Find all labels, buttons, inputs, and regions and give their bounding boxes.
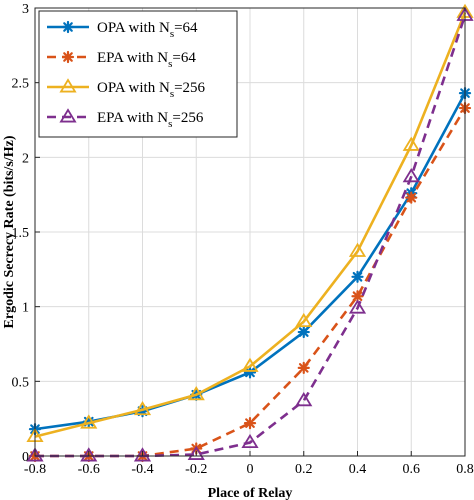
legend-label-subscript: s bbox=[170, 28, 174, 40]
legend-label-tail: =64 bbox=[174, 20, 198, 36]
legend-label-main: EPA with N bbox=[97, 110, 168, 126]
y-tick-label: 2 bbox=[22, 151, 29, 166]
x-tick-label: -0.4 bbox=[131, 462, 153, 477]
y-tick-label: 0.5 bbox=[12, 375, 30, 390]
legend-label: EPA with Ns=64 bbox=[97, 50, 196, 70]
series-3 bbox=[26, 6, 474, 462]
legend-marker bbox=[59, 108, 77, 123]
legend-label-subscript: s bbox=[170, 88, 174, 100]
series-line bbox=[35, 15, 467, 458]
data-point bbox=[405, 191, 418, 204]
legend-label-main: OPA with N bbox=[97, 20, 170, 36]
data-point bbox=[351, 270, 364, 283]
data-point bbox=[243, 417, 257, 430]
y-tick-label: 3 bbox=[22, 2, 29, 17]
y-tick-label: 1 bbox=[22, 301, 29, 316]
legend-entry: OPA with Ns=256 bbox=[47, 78, 206, 100]
data-point bbox=[297, 325, 310, 339]
x-tick-label: 0.2 bbox=[295, 462, 313, 477]
x-tick-label: -0.2 bbox=[185, 462, 207, 477]
x-tick-label: -0.6 bbox=[78, 462, 100, 477]
legend-entry: OPA with Ns=64 bbox=[47, 20, 198, 40]
series-layer bbox=[26, 3, 474, 463]
legend-label-subscript: s bbox=[168, 58, 172, 70]
legend-marker bbox=[61, 20, 75, 34]
legend-entry: EPA with Ns=64 bbox=[47, 50, 196, 70]
data-point bbox=[80, 447, 98, 462]
legend-label-tail: =256 bbox=[174, 80, 205, 96]
data-point bbox=[187, 386, 205, 401]
x-tick-label: 0 bbox=[247, 462, 254, 477]
data-point bbox=[243, 366, 257, 379]
legend-label-main: EPA with N bbox=[97, 50, 168, 66]
data-point bbox=[133, 400, 152, 416]
tick-layer: -0.8 -0.6 -0.4 -0.2 0 0.2 0.4 0.6 0.8 0 0.5 1 1.5 2 2.… bbox=[12, 2, 474, 477]
data-point bbox=[80, 414, 98, 429]
y-axis-label: Ergodic Secrecy Rate (bits/s/Hz) bbox=[2, 135, 17, 328]
data-point bbox=[133, 447, 152, 462]
data-point bbox=[348, 299, 367, 314]
data-point bbox=[295, 312, 313, 328]
data-point bbox=[241, 357, 259, 372]
data-point bbox=[26, 447, 44, 462]
legend-marker bbox=[59, 78, 77, 93]
legend-label-tail: =256 bbox=[172, 110, 203, 126]
y-tick-label: 2.5 bbox=[12, 77, 30, 92]
legend-marker bbox=[61, 50, 75, 64]
legend-label: EPA with Ns=256 bbox=[97, 110, 204, 130]
x-tick-label: 0.8 bbox=[456, 462, 474, 477]
data-point bbox=[402, 168, 420, 183]
x-axis-label: Place of Relay bbox=[208, 486, 293, 500]
y-tick-label: 0 bbox=[22, 450, 29, 465]
data-point bbox=[187, 445, 205, 460]
data-point bbox=[295, 392, 313, 407]
data-point bbox=[297, 361, 310, 374]
data-point bbox=[348, 242, 367, 257]
data-point bbox=[241, 433, 259, 449]
series-line bbox=[34, 11, 467, 438]
x-tick-label: -0.8 bbox=[24, 462, 46, 477]
legend-label: OPA with Ns=256 bbox=[97, 80, 206, 100]
legend-entry: EPA with Ns=256 bbox=[47, 108, 204, 130]
legend-label: OPA with Ns=64 bbox=[97, 20, 198, 40]
legend-label-subscript: s bbox=[168, 118, 172, 130]
x-tick-label: 0.6 bbox=[403, 462, 421, 477]
legend-label-tail: =64 bbox=[172, 50, 196, 66]
data-point bbox=[402, 136, 420, 151]
legend-label-main: OPA with N bbox=[97, 80, 170, 96]
x-tick-label: 0.4 bbox=[349, 462, 367, 477]
y-tick-label: 1.5 bbox=[12, 226, 30, 241]
